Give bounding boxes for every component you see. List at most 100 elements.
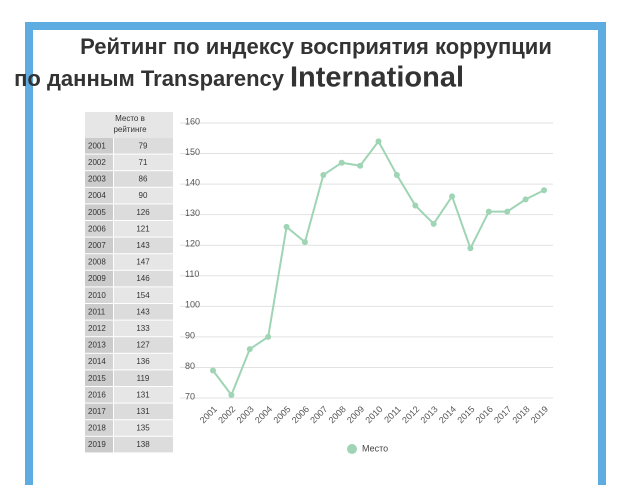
table-year-cell bbox=[85, 436, 113, 453]
legend-label: Место bbox=[362, 443, 388, 453]
table-year: 2015 bbox=[88, 374, 106, 383]
table-value-cell bbox=[114, 420, 173, 436]
table-value-cell bbox=[114, 154, 173, 171]
table-year-cell bbox=[85, 187, 113, 204]
table-value-cell bbox=[114, 387, 173, 403]
data-point bbox=[320, 171, 327, 178]
legend-marker bbox=[347, 444, 357, 454]
table-value-cell bbox=[114, 270, 173, 287]
table-year-cell bbox=[85, 370, 113, 386]
table-value: 79 bbox=[139, 141, 148, 150]
table-year: 2006 bbox=[88, 224, 106, 233]
data-point bbox=[504, 208, 511, 215]
chart-title: по данным Transparency bbox=[14, 66, 285, 91]
y-tick-label: 80 bbox=[185, 361, 195, 371]
table-value: 133 bbox=[136, 324, 150, 333]
table-year-cell bbox=[85, 171, 113, 187]
table-value-cell bbox=[114, 353, 173, 370]
table-year: 2018 bbox=[88, 424, 106, 433]
y-tick-label: 100 bbox=[185, 300, 200, 310]
data-point bbox=[541, 187, 547, 194]
y-tick-label: 90 bbox=[185, 330, 195, 340]
chart-title: Рейтинг по индексу восприятия коррупции bbox=[80, 34, 552, 59]
table-value: 138 bbox=[136, 440, 150, 449]
table-year: 2005 bbox=[88, 208, 106, 217]
table-year-cell bbox=[85, 320, 113, 337]
y-tick-label: 120 bbox=[185, 239, 200, 249]
table-year: 2011 bbox=[88, 307, 106, 316]
table-year: 2010 bbox=[88, 291, 106, 300]
table-value-cell bbox=[114, 171, 173, 187]
table-value: 86 bbox=[139, 175, 148, 184]
table-year-cell bbox=[85, 304, 113, 320]
data-point bbox=[522, 196, 529, 203]
data-point bbox=[393, 171, 400, 178]
table-year: 2004 bbox=[88, 191, 106, 200]
data-point bbox=[412, 202, 419, 209]
table-value: 121 bbox=[136, 224, 150, 233]
y-tick-label: 70 bbox=[185, 391, 195, 401]
table-value: 135 bbox=[136, 424, 150, 433]
table-value: 136 bbox=[136, 357, 150, 366]
table-value-cell bbox=[114, 320, 173, 337]
data-point bbox=[228, 391, 235, 398]
table-value-cell bbox=[114, 370, 173, 386]
table-value: 127 bbox=[136, 341, 150, 350]
table-year: 2013 bbox=[88, 341, 106, 350]
table-value: 154 bbox=[136, 291, 150, 300]
table-value: 146 bbox=[136, 274, 150, 283]
table-year: 2008 bbox=[88, 258, 106, 267]
table-value-cell bbox=[114, 204, 173, 220]
table-value: 143 bbox=[136, 241, 150, 250]
data-point bbox=[467, 245, 474, 252]
y-tick-label: 150 bbox=[185, 147, 200, 157]
table-value: 147 bbox=[136, 258, 150, 267]
chart-title: International bbox=[290, 62, 464, 94]
table-header-bg bbox=[85, 112, 173, 138]
data-point bbox=[246, 346, 253, 353]
table-year-cell bbox=[85, 287, 113, 303]
table-year: 2001 bbox=[88, 141, 106, 150]
data-point bbox=[430, 220, 437, 227]
table-year: 2003 bbox=[88, 175, 106, 184]
table-year-cell bbox=[85, 270, 113, 287]
table-year-cell bbox=[85, 154, 113, 171]
table-year: 2002 bbox=[88, 158, 106, 167]
table-value: 131 bbox=[136, 390, 150, 399]
table-header: рейтинге bbox=[113, 125, 147, 134]
table-value-cell bbox=[114, 287, 173, 303]
table-value: 131 bbox=[136, 407, 150, 416]
y-tick-label: 130 bbox=[185, 208, 200, 218]
table-value-cell bbox=[114, 138, 173, 154]
data-point bbox=[338, 159, 345, 166]
y-tick-label: 160 bbox=[185, 116, 200, 126]
table-value: 90 bbox=[139, 191, 148, 200]
data-point bbox=[485, 208, 492, 215]
table-year-cell bbox=[85, 254, 113, 270]
data-point bbox=[357, 162, 364, 169]
table-value: 126 bbox=[136, 208, 150, 217]
table-year: 2007 bbox=[88, 241, 106, 250]
table-value-cell bbox=[114, 237, 173, 254]
table-year-cell bbox=[85, 138, 113, 154]
table-year-cell bbox=[85, 420, 113, 436]
table-year-cell bbox=[85, 403, 113, 420]
table-year-cell bbox=[85, 237, 113, 254]
table-value-cell bbox=[114, 337, 173, 353]
table-value-cell bbox=[114, 221, 173, 237]
data-point bbox=[375, 138, 382, 145]
table-year-cell bbox=[85, 387, 113, 403]
table-year: 2012 bbox=[88, 324, 106, 333]
table-year-cell bbox=[85, 221, 113, 237]
table-year: 2014 bbox=[88, 357, 106, 366]
table-value-cell bbox=[114, 254, 173, 270]
table-value-cell bbox=[114, 403, 173, 420]
table-value-cell bbox=[114, 304, 173, 320]
table-value-cell bbox=[114, 187, 173, 204]
data-point bbox=[210, 367, 216, 374]
y-tick-label: 110 bbox=[185, 269, 199, 279]
table-year: 2016 bbox=[88, 390, 106, 399]
table-value: 143 bbox=[136, 307, 150, 316]
table-header: Место в bbox=[115, 114, 145, 123]
